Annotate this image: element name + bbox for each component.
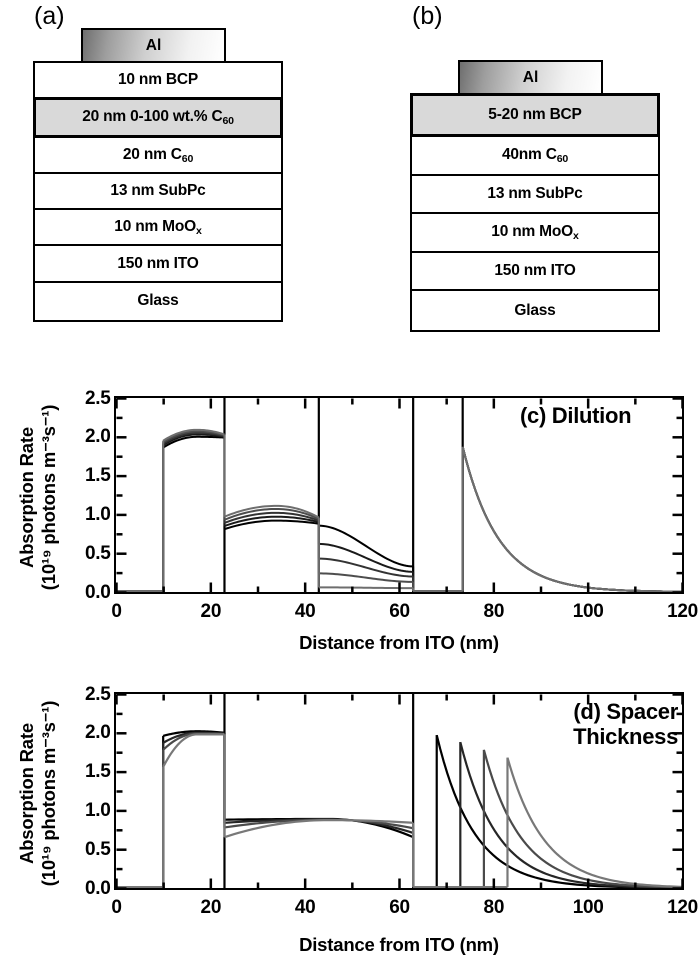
stack-layer: 13 nm SubPc: [410, 173, 660, 215]
stack-layer-label: 10 nm MoOx: [114, 217, 202, 237]
x-tick-label: 100: [572, 600, 604, 622]
x-tick-label: 0: [111, 600, 122, 622]
x-tick-label: 40: [294, 896, 316, 918]
plot-curves-d: [116, 694, 682, 888]
stack-layer-label: 150 nm ITO: [117, 254, 199, 272]
x-tick-label: 120: [667, 896, 698, 918]
x-tick-label: 0: [111, 896, 122, 918]
y-tick-label: 1.5: [84, 761, 111, 783]
x-tick-label: 60: [389, 600, 410, 622]
panel-a-letter: (a): [34, 2, 65, 30]
stack-layer: 5-20 nm BCP: [410, 92, 660, 137]
y-tick-label: 2.5: [84, 683, 111, 705]
stack-layer: 10 nm MoOx: [410, 212, 660, 253]
panel-tag-line: (d) Spacer: [573, 699, 678, 724]
x-tick-label: 20: [200, 600, 222, 622]
x-tick-label: 60: [389, 896, 410, 918]
stack-layer-label: 5-20 nm BCP: [488, 105, 582, 123]
stack-layer: 20 nm 0-100 wt.% C60: [33, 97, 283, 138]
y-tick-label: 0.5: [84, 838, 111, 860]
stack-layer: 40nm C60: [410, 134, 660, 176]
stack-a-electrode-label: Al: [145, 36, 162, 54]
x-tick-label: 100: [572, 896, 604, 918]
x-tick-label: 20: [200, 896, 222, 918]
y-axis-title-d: Absorption Rate (10¹⁹ photons m⁻³s⁻¹): [16, 691, 60, 896]
y-tick-label: 0.0: [84, 581, 111, 603]
y-tick-label: 0.0: [84, 877, 111, 899]
stack-layer: 13 nm SubPc: [33, 172, 283, 210]
stack-layer-label: 40nm C60: [501, 145, 569, 165]
tick-marks: [115, 397, 684, 594]
plot-curves-c: [116, 398, 682, 592]
stack-layer-label: 13 nm SubPc: [487, 185, 583, 202]
panel-b-letter: (b): [412, 2, 443, 30]
stack-layer: 10 nm MoOx: [33, 207, 283, 247]
y-axis-title-d-line1: Absorption Rate: [16, 723, 37, 864]
stack-layer-label: 13 nm SubPc: [110, 182, 206, 199]
stack-layer-label: Glass: [137, 292, 179, 309]
stack-layer: 150 nm ITO: [33, 244, 283, 283]
stack-b-electrode-al: Al: [458, 60, 603, 95]
stack-layer-label: 10 nm BCP: [117, 71, 199, 88]
y-axis-title-c: Absorption Rate (10¹⁹ photons m⁻³s⁻¹): [16, 395, 60, 600]
stack-layer: 20 nm C60: [33, 135, 283, 175]
stack-layer-label: 10 nm MoOx: [491, 223, 579, 242]
stack-a-electrode-al: Al: [81, 28, 226, 63]
y-tick-label: 2.0: [84, 426, 111, 448]
stack-layer: 150 nm ITO: [410, 250, 660, 292]
stack-b-electrode-label: Al: [522, 68, 539, 86]
x-axis-title-c: Distance from ITO (nm): [299, 632, 499, 653]
y-tick-label: 1.0: [84, 503, 111, 525]
stack-layer-label: Glass: [514, 301, 556, 319]
panel-tag-line: (c) Dilution: [520, 403, 632, 428]
tick-marks: [115, 693, 684, 890]
device-stack-b: Al 5-20 nm BCP 40nm C60 13 nm SubPc 10 nm M…: [410, 60, 660, 332]
x-tick-label: 120: [667, 600, 698, 622]
y-axis-title-c-line2: (10¹⁹ photons m⁻³s⁻¹): [38, 404, 59, 591]
y-tick-label: 2.5: [84, 387, 111, 409]
panel-tag-line: Thickness: [573, 723, 678, 749]
y-tick-label: 0.5: [84, 542, 111, 564]
plot-frame-d: [114, 692, 684, 890]
stack-layer-label: 20 nm C60: [122, 145, 194, 165]
panel-d-tag: (d) Spacer Thickness: [498, 699, 678, 749]
y-tick-label: 1.5: [84, 465, 111, 487]
stack-layer: Glass: [410, 289, 660, 332]
chart-panel-d: 0 20 40 60 80 100 120 0.0 0.5 1.0 1.5 2.0 2.5 (d) Sp…: [0, 683, 700, 974]
y-axis-title-c-line1: Absorption Rate: [16, 427, 37, 568]
panel-c-tag: (c) Dilution: [520, 403, 632, 429]
y-tick-label: 1.0: [84, 799, 111, 821]
y-tick-label: 2.0: [84, 722, 111, 744]
chart-panel-c: 0 20 40 60 80 100 120 0.0 0.5 1.0 1.5 2.0 2.5 (c) Di…: [0, 387, 700, 670]
stack-layer: 10 nm BCP: [33, 60, 283, 100]
stack-layer-label: 150 nm ITO: [494, 262, 576, 279]
y-axis-title-d-line2: (10¹⁹ photons m⁻³s⁻¹): [38, 700, 59, 887]
x-axis-title-d: Distance from ITO (nm): [299, 934, 499, 955]
plot-frame-c: [114, 396, 684, 594]
stack-layer-label: 20 nm 0-100 wt.% C60: [82, 108, 234, 127]
stack-layer: Glass: [33, 280, 283, 322]
device-stack-a: Al 10 nm BCP 20 nm 0-100 wt.% C60 20 nm C6…: [33, 28, 283, 322]
x-tick-label: 80: [483, 896, 505, 918]
x-tick-label: 40: [294, 600, 316, 622]
x-tick-label: 80: [483, 600, 505, 622]
